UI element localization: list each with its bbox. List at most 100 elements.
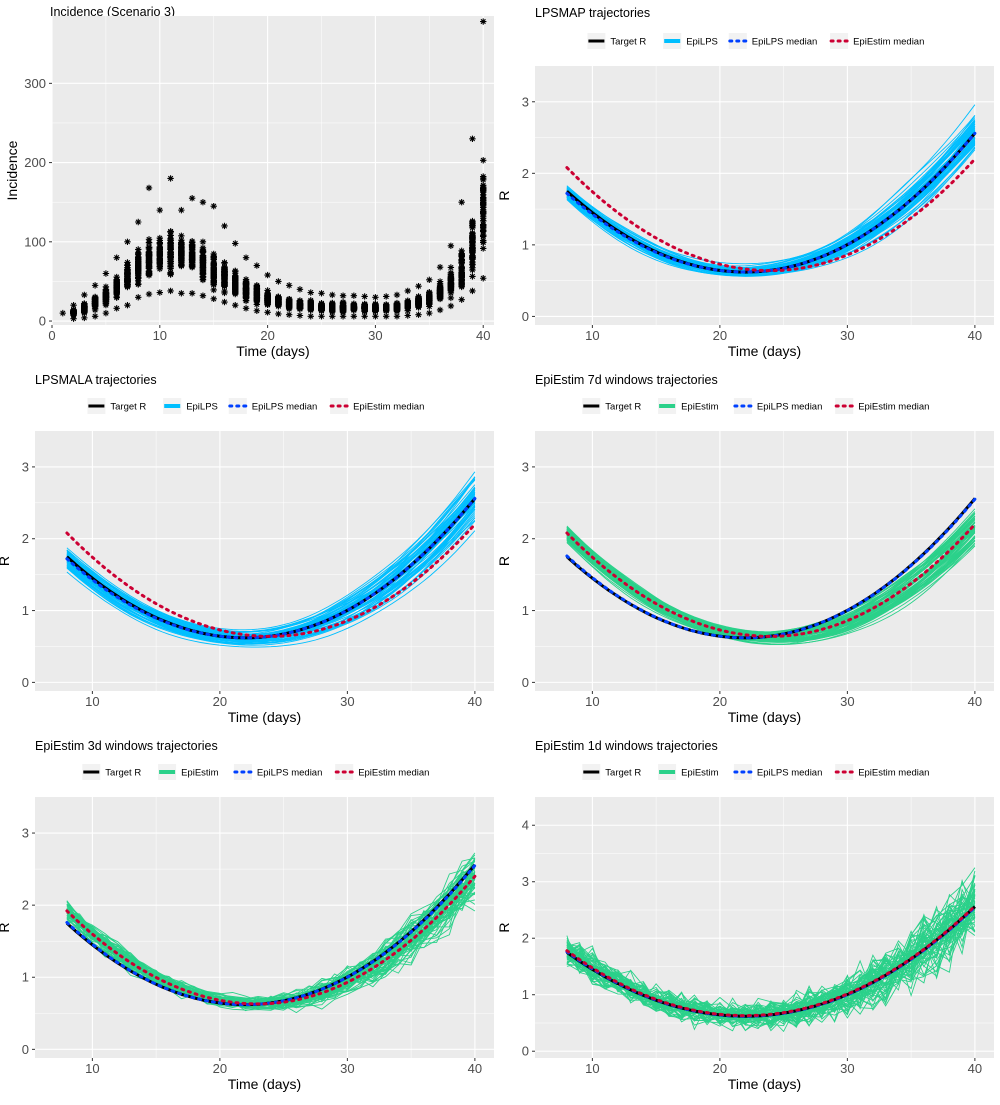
data-point <box>135 246 142 253</box>
panel-3: LPSMALA trajectories 10 20 30 40 0 1 2 3 Time (da… <box>0 373 494 725</box>
data-point <box>91 306 99 314</box>
data-point <box>264 271 271 279</box>
data-point <box>167 269 174 276</box>
data-point <box>350 305 358 312</box>
data-point <box>113 276 120 283</box>
data-point <box>480 245 487 252</box>
legend-trajectories-label: EpiLPS <box>686 37 718 48</box>
data-point <box>188 259 196 266</box>
trajectory-line <box>566 142 976 276</box>
y-axis-title: R <box>0 922 12 932</box>
data-point <box>307 300 314 307</box>
data-point <box>102 292 110 299</box>
data-point <box>102 309 110 317</box>
data-point <box>135 274 142 281</box>
data-point <box>372 302 379 310</box>
x-tick-label: 10 <box>585 1061 599 1076</box>
plot-area <box>565 104 977 277</box>
y-tick-label: 0 <box>39 314 46 329</box>
chart-title: Incidence (Scenario 3) <box>50 5 175 19</box>
legend-epiestim-median-label: EpiEstim median <box>858 402 929 413</box>
trajectory-line <box>66 864 476 1005</box>
data-point <box>232 301 239 309</box>
data-point <box>480 195 487 203</box>
legend-epilps-median-label: EpiLPS median <box>757 402 822 413</box>
data-point <box>178 232 185 239</box>
trajectory-line <box>566 117 976 269</box>
data-point <box>178 243 185 251</box>
data-point <box>124 271 131 278</box>
y-tick-label: 0 <box>522 1044 529 1059</box>
data-point <box>210 202 217 210</box>
data-point <box>210 273 217 281</box>
data-point <box>81 307 88 315</box>
data-point <box>199 244 207 252</box>
data-point <box>113 254 120 261</box>
chart-title: EpiEstim 3d windows trajectories <box>35 739 218 753</box>
legend: Target R EpiEstim EpiLPS median EpiEstim me… <box>582 764 929 780</box>
data-point <box>480 206 487 214</box>
chart-title: EpiEstim 7d windows trajectories <box>535 373 718 387</box>
data-point <box>253 288 261 296</box>
legend-trajectories-label: EpiEstim <box>681 402 719 413</box>
epilps-median-line <box>565 131 977 274</box>
data-point <box>426 297 433 304</box>
data-point <box>339 292 347 299</box>
data-point <box>361 313 368 320</box>
plot-area <box>565 867 977 1033</box>
legend-trajectories-label: EpiEstim <box>181 768 219 779</box>
data-point <box>447 294 455 302</box>
data-point <box>393 291 401 299</box>
gridlines <box>535 797 994 1058</box>
data-point <box>156 265 164 273</box>
y-axis-title: R <box>496 190 512 200</box>
data-point <box>199 248 207 255</box>
gridlines <box>535 431 994 691</box>
data-point <box>285 298 293 305</box>
data-point <box>81 291 88 299</box>
data-point <box>242 297 250 305</box>
data-point <box>145 236 153 243</box>
data-point <box>480 210 487 218</box>
trajectory-line <box>66 471 476 631</box>
data-point <box>426 309 433 317</box>
y-tick-label: 3 <box>522 874 529 889</box>
data-point <box>285 282 293 289</box>
y-tick-label: 2 <box>22 531 29 546</box>
data-point <box>469 248 476 255</box>
data-point <box>167 239 174 247</box>
data-point <box>447 264 455 271</box>
data-point <box>404 312 411 319</box>
legend-target-r-label: Target R <box>605 402 641 413</box>
data-point <box>350 292 358 299</box>
legend-target-r-label: Target R <box>610 37 646 48</box>
x-tick-label: 40 <box>476 328 490 343</box>
legend: Target R EpiEstim EpiLPS median EpiEstim me… <box>582 398 929 414</box>
data-point <box>275 296 282 304</box>
data-point <box>102 301 110 309</box>
data-point <box>469 135 476 143</box>
trajectory-line <box>66 530 476 648</box>
data-point <box>102 286 110 293</box>
data-point <box>156 237 164 244</box>
data-point <box>436 280 444 288</box>
data-point <box>458 296 465 303</box>
data-point <box>178 239 185 247</box>
gridlines <box>51 16 494 325</box>
data-point <box>145 260 153 268</box>
panel-1: Incidence (Scenario 3) 0 10 20 30 40 0 100 200 30… <box>4 5 494 359</box>
legend-epilps-median-label: EpiLPS median <box>252 402 317 413</box>
data-point <box>361 304 368 311</box>
data-point <box>307 289 314 296</box>
legend: Target R EpiLPS EpiLPS median EpiEstim medi… <box>87 398 424 414</box>
data-point <box>296 312 304 319</box>
trajectory-line <box>66 511 476 643</box>
data-point <box>480 200 487 208</box>
data-point <box>242 285 250 292</box>
x-tick-label: 20 <box>713 328 727 343</box>
data-point <box>393 313 401 320</box>
data-point <box>426 300 433 307</box>
x-tick-label: 30 <box>340 694 354 709</box>
data-point <box>199 264 207 271</box>
